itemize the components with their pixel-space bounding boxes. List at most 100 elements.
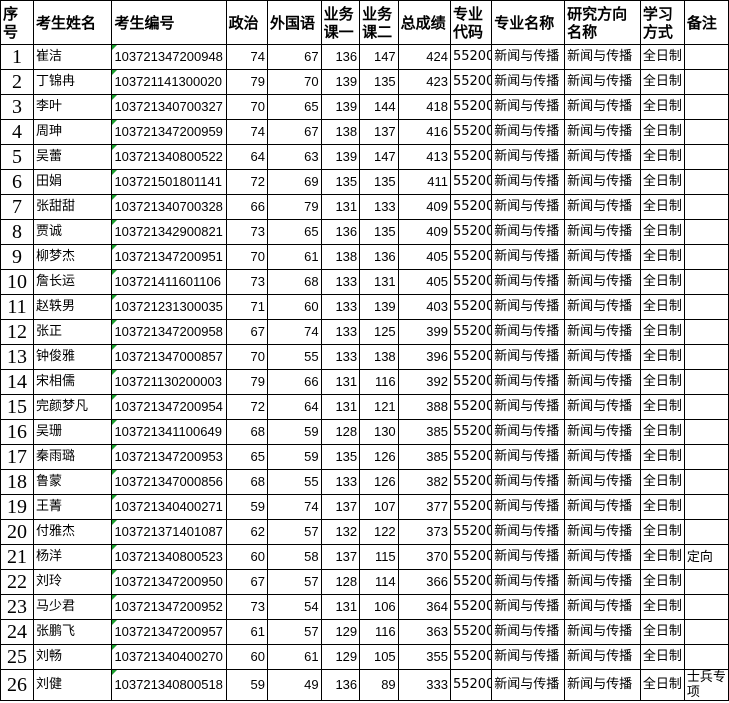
- cell-direction: 新闻与传播: [564, 269, 641, 295]
- cell-politics: 64: [225, 144, 268, 170]
- cell-name: 张甜甜: [33, 194, 113, 220]
- cell-major-code: 55200: [449, 369, 493, 395]
- cell-total: 355: [397, 644, 451, 670]
- cell-major-code: 55200: [449, 544, 493, 570]
- cell-major-code: 55200: [449, 69, 493, 95]
- cell-foreign-language: 65: [266, 219, 322, 245]
- cell-study-mode: 全日制: [639, 669, 685, 701]
- cell-name: 张正: [33, 319, 113, 345]
- cell-foreign-language: 61: [266, 644, 322, 670]
- header-major-code: 专业代码: [449, 0, 493, 45]
- cell-note: [683, 394, 729, 420]
- cell-id: 103721340400271: [111, 494, 227, 520]
- cell-politics: 67: [225, 319, 268, 345]
- header-total: 总成绩: [397, 0, 451, 45]
- cell-foreign-language: 70: [266, 69, 322, 95]
- cell-total: 373: [397, 519, 451, 545]
- table-row: 10 詹长运 103721411601106 73 68 133 131 405 55200 新闻…: [0, 269, 729, 295]
- cell-foreign-language: 58: [266, 544, 322, 570]
- cell-study-mode: 全日制: [639, 94, 685, 120]
- cell-direction: 新闻与传播: [564, 119, 641, 145]
- cell-seq: 7: [0, 194, 35, 220]
- cell-direction: 新闻与传播: [564, 519, 641, 545]
- cell-name: 鲁蒙: [33, 469, 113, 495]
- table-row: 12 张正 103721347200958 67 74 133 125 399 55200 新闻与…: [0, 319, 729, 345]
- cell-politics: 79: [225, 369, 268, 395]
- cell-direction: 新闻与传播: [564, 669, 641, 701]
- cell-politics: 62: [225, 519, 268, 545]
- cell-major-code: 55200: [449, 519, 493, 545]
- cell-course-1: 139: [320, 94, 361, 120]
- cell-total: 363: [397, 619, 451, 645]
- cell-direction: 新闻与传播: [564, 569, 641, 595]
- cell-major-name: 新闻与传播: [491, 494, 566, 520]
- cell-total: 405: [397, 244, 451, 270]
- cell-major-name: 新闻与传播: [491, 669, 566, 701]
- cell-politics: 79: [225, 69, 268, 95]
- cell-foreign-language: 55: [266, 469, 322, 495]
- cell-foreign-language: 67: [266, 44, 322, 70]
- cell-study-mode: 全日制: [639, 594, 685, 620]
- cell-seq: 9: [0, 244, 35, 270]
- cell-course-1: 132: [320, 519, 361, 545]
- cell-course-1: 133: [320, 344, 361, 370]
- cell-note: [683, 569, 729, 595]
- table-row: 22 刘玲 103721347200950 67 57 128 114 366 55200 新闻与…: [0, 569, 729, 595]
- cell-id: 103721340400270: [111, 644, 227, 670]
- cell-course-1: 136: [320, 44, 361, 70]
- cell-course-2: 135: [359, 169, 399, 195]
- cell-course-2: 130: [359, 419, 399, 445]
- cell-seq: 24: [0, 619, 35, 645]
- cell-foreign-language: 79: [266, 194, 322, 220]
- cell-major-code: 55200: [449, 594, 493, 620]
- cell-note: 定向: [683, 544, 729, 570]
- cell-name: 刘畅: [33, 644, 113, 670]
- cell-course-1: 133: [320, 269, 361, 295]
- cell-seq: 13: [0, 344, 35, 370]
- cell-course-2: 116: [359, 369, 399, 395]
- cell-politics: 60: [225, 644, 268, 670]
- cell-major-name: 新闻与传播: [491, 644, 566, 670]
- table-row: 3 李叶 103721340700327 70 65 139 144 418 55200 新闻与传…: [0, 94, 729, 120]
- cell-politics: 73: [225, 269, 268, 295]
- table-row: 2 丁锦冉 103721141300020 79 70 139 135 423 55200 新闻与…: [0, 69, 729, 95]
- cell-study-mode: 全日制: [639, 369, 685, 395]
- cell-total: 409: [397, 219, 451, 245]
- cell-name: 王菁: [33, 494, 113, 520]
- cell-politics: 70: [225, 244, 268, 270]
- cell-note: [683, 144, 729, 170]
- cell-course-2: 115: [359, 544, 399, 570]
- cell-note: [683, 219, 729, 245]
- cell-total: 416: [397, 119, 451, 145]
- cell-major-name: 新闻与传播: [491, 119, 566, 145]
- cell-major-name: 新闻与传播: [491, 94, 566, 120]
- table-row: 25 刘畅 103721340400270 60 61 129 105 355 55200 新闻与…: [0, 644, 729, 670]
- cell-major-name: 新闻与传播: [491, 219, 566, 245]
- cell-note: [683, 369, 729, 395]
- cell-major-code: 55200: [449, 644, 493, 670]
- cell-total: 366: [397, 569, 451, 595]
- cell-note: [683, 419, 729, 445]
- cell-note: [683, 69, 729, 95]
- cell-total: 399: [397, 319, 451, 345]
- cell-major-code: 55200: [449, 294, 493, 320]
- cell-name: 马少君: [33, 594, 113, 620]
- cell-id: 103721141300020: [111, 69, 227, 95]
- cell-direction: 新闻与传播: [564, 219, 641, 245]
- cell-course-1: 131: [320, 594, 361, 620]
- cell-total: 382: [397, 469, 451, 495]
- cell-course-1: 131: [320, 194, 361, 220]
- cell-direction: 新闻与传播: [564, 319, 641, 345]
- cell-politics: 61: [225, 619, 268, 645]
- cell-direction: 新闻与传播: [564, 94, 641, 120]
- cell-note: [683, 269, 729, 295]
- cell-seq: 20: [0, 519, 35, 545]
- cell-study-mode: 全日制: [639, 44, 685, 70]
- table-row: 5 吴蕾 103721340800522 64 63 139 147 413 55200 新闻与传…: [0, 144, 729, 170]
- cell-major-name: 新闻与传播: [491, 594, 566, 620]
- cell-id: 103721347200957: [111, 619, 227, 645]
- cell-study-mode: 全日制: [639, 644, 685, 670]
- cell-foreign-language: 60: [266, 294, 322, 320]
- cell-course-1: 137: [320, 494, 361, 520]
